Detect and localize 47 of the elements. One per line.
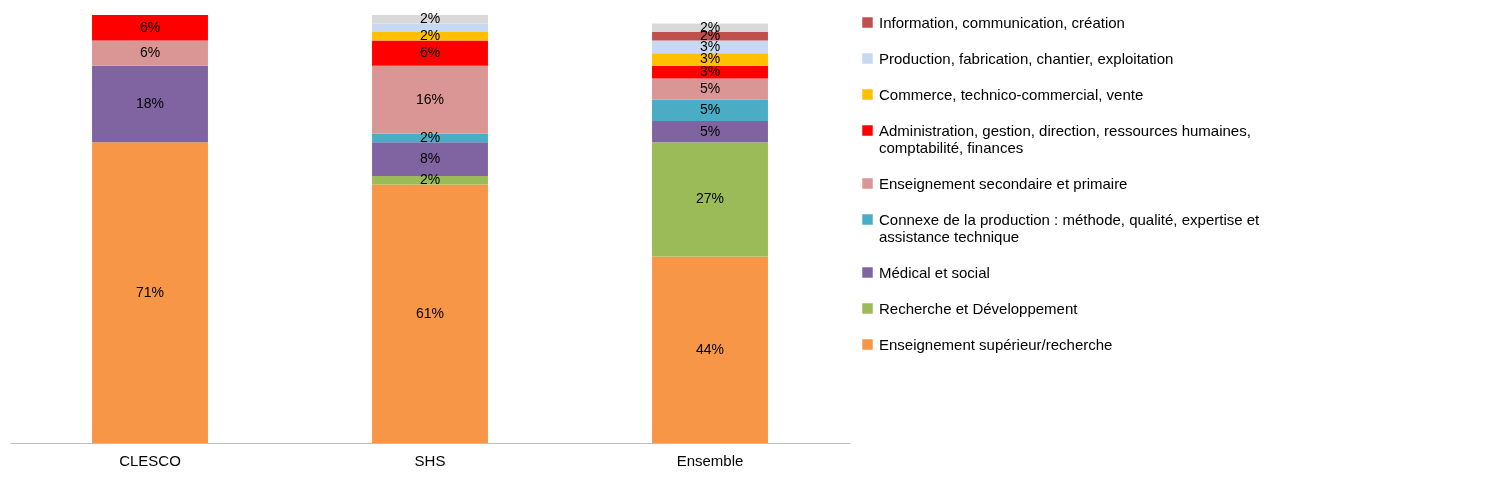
bar xyxy=(92,65,208,143)
legend-label: Médical et social xyxy=(879,263,990,281)
bar xyxy=(372,184,488,443)
bar xyxy=(652,53,768,66)
legend-label: Enseignement secondaire et primaire xyxy=(879,174,1128,192)
data-label: 27% xyxy=(695,190,725,207)
bar xyxy=(652,40,768,54)
data-label: 44% xyxy=(695,340,725,357)
data-label: 2% xyxy=(419,171,441,188)
bar xyxy=(372,176,488,185)
bar xyxy=(652,65,768,79)
bar xyxy=(652,142,768,257)
x-tick-label: CLESCO xyxy=(119,451,181,469)
bar xyxy=(652,120,768,143)
data-label: 2% xyxy=(419,10,441,27)
data-label: 8% xyxy=(419,150,441,167)
data-label: 16% xyxy=(415,90,445,107)
data-label: 2% xyxy=(419,128,441,145)
data-label: 5% xyxy=(699,80,721,97)
bar xyxy=(92,15,208,41)
x-tick-label: SHS xyxy=(414,451,446,469)
legend-label: Administration, gestion, direction, ressources humaines, comptabilité, finances xyxy=(879,121,1251,156)
bar xyxy=(652,23,768,32)
data-label: 6% xyxy=(419,44,441,61)
bar xyxy=(372,40,488,66)
data-label: 61% xyxy=(415,304,445,321)
data-label: 2% xyxy=(419,27,441,44)
legend-label: Commerce, technico-commercial, vente xyxy=(879,85,1144,103)
data-label: 5% xyxy=(699,122,721,139)
bar xyxy=(372,23,488,32)
legend-label: Enseignement supérieur/recherche xyxy=(879,335,1113,353)
bar xyxy=(652,256,768,443)
data-label: 71% xyxy=(135,283,165,300)
x-tick-label: Ensemble xyxy=(676,451,744,469)
legend-label: Information, communication, création xyxy=(879,13,1125,31)
bar xyxy=(652,78,768,100)
bar xyxy=(652,99,768,121)
data-label: 6% xyxy=(139,44,161,61)
bar xyxy=(92,40,208,66)
legend-label: Recherche et Développement xyxy=(879,299,1079,317)
bar xyxy=(372,65,488,134)
bar xyxy=(92,142,208,443)
legend-label: Production, fabrication, chantier, exploitation xyxy=(879,49,1174,67)
data-label: 6% xyxy=(139,18,161,35)
legend-label: Connexe de la production : méthode, qualité, expertise et assistance technique xyxy=(879,210,1261,245)
data-label: 5% xyxy=(699,101,721,118)
data-label: 18% xyxy=(135,94,165,111)
